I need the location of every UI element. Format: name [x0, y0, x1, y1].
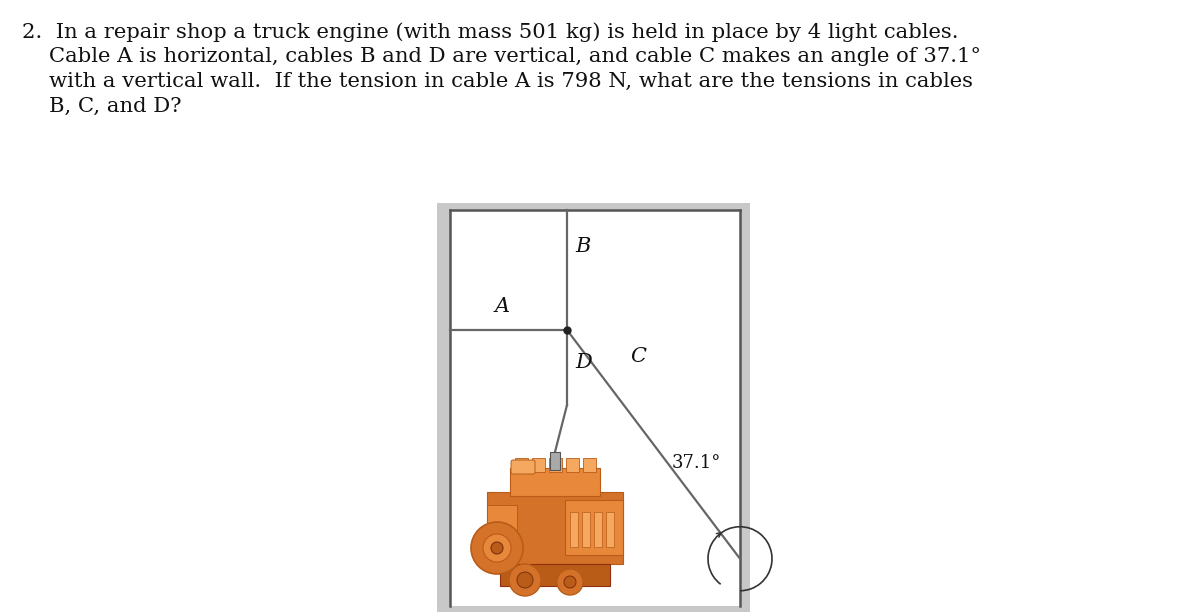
Bar	[566, 458, 580, 472]
Circle shape	[491, 542, 503, 554]
Bar	[515, 458, 528, 472]
Bar	[582, 512, 590, 547]
Text: C: C	[630, 347, 646, 366]
Text: 37.1°: 37.1°	[672, 454, 721, 472]
Circle shape	[517, 572, 533, 588]
Circle shape	[564, 576, 576, 588]
Text: 2.  In a repair shop a truck engine (with mass 501 kg) is held in place by 4 lig: 2. In a repair shop a truck engine (with…	[22, 22, 959, 42]
Bar	[606, 512, 614, 547]
Bar	[583, 458, 596, 472]
Circle shape	[557, 569, 583, 595]
Text: Cable A is horizontal, cables B and D are vertical, and cable C makes an angle o: Cable A is horizontal, cables B and D ar…	[22, 47, 982, 66]
Bar	[594, 512, 602, 547]
Text: B: B	[575, 237, 590, 256]
Bar	[550, 452, 560, 470]
Text: with a vertical wall.  If the tension in cable A is 798 N, what are the tensions: with a vertical wall. If the tension in …	[22, 72, 973, 91]
Circle shape	[482, 534, 511, 562]
Bar	[570, 512, 578, 547]
Bar	[487, 505, 517, 550]
Bar	[532, 458, 545, 472]
Circle shape	[509, 564, 541, 596]
Circle shape	[470, 522, 523, 574]
Bar	[550, 458, 562, 472]
FancyBboxPatch shape	[511, 460, 535, 474]
Bar	[565, 500, 623, 555]
Text: B, C, and D?: B, C, and D?	[22, 97, 181, 116]
Bar	[500, 564, 610, 586]
Bar	[487, 492, 623, 564]
Bar	[437, 203, 750, 612]
Bar	[450, 210, 740, 606]
Text: D: D	[575, 353, 592, 372]
Text: A: A	[496, 297, 510, 316]
Bar	[510, 468, 600, 496]
